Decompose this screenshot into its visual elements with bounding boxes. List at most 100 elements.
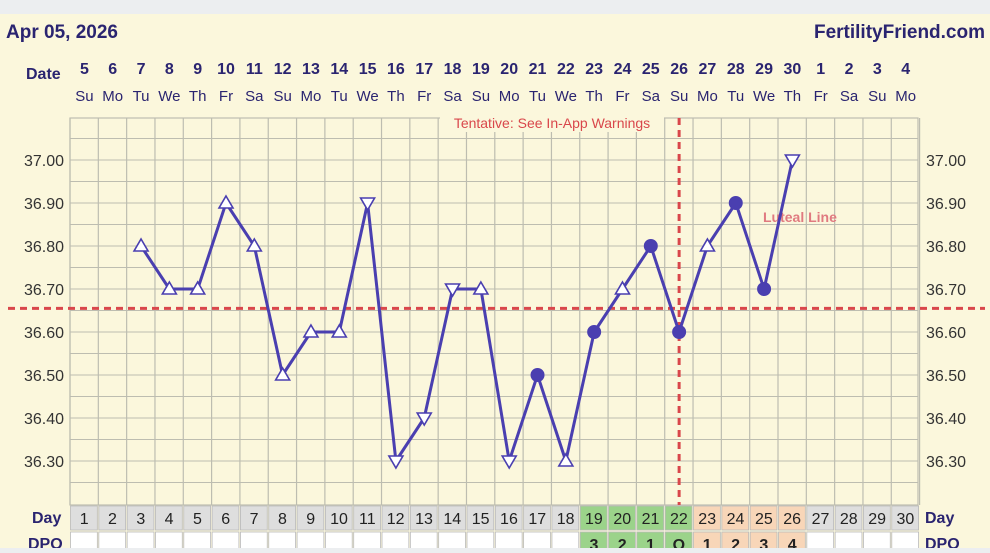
day-number: 8 [278,511,287,528]
day-number: 26 [783,511,801,528]
y-tick-label: 36.90 [24,196,64,213]
date-row: 5 6 7 8 9 10 11 12 13 14 15 16 17 18 19 20 21 22 23 24 25 26 2… [80,61,910,78]
dpo-row-label: DPO [28,536,63,548]
dpo-cell [183,531,211,553]
weekday-label: Fr [219,88,233,105]
weekday-label: Mo [102,88,123,105]
dpo-cell [70,531,98,553]
day-number: 19 [585,511,603,528]
weekday-label: Fr [417,88,431,105]
date-label: 29 [755,61,773,78]
y-tick-label: 36.30 [926,454,966,471]
temperature-point-triangle-up [302,323,320,338]
dpo-cell [891,531,920,553]
dpo-cell [494,531,523,553]
day-cell [70,505,98,531]
dpo-cell [353,531,381,553]
weekday-label: Mo [697,88,718,105]
dpo-cell [438,531,466,553]
date-label: 24 [614,61,632,78]
dpo-cell [381,531,410,553]
day-cell [324,505,353,531]
day-cell [749,505,778,531]
temperature-point-triangle-down [500,455,518,470]
date-label: 14 [330,61,348,78]
weekday-label: We [356,88,378,105]
day-number: 4 [165,511,174,528]
date-label: 11 [246,61,263,78]
weekday-label: Th [189,88,207,105]
dpo-value: 1 [703,537,712,548]
day-number: 29 [868,511,886,528]
dpo-cell [409,531,438,553]
temperature-point-triangle-up [274,366,292,381]
day-number: 14 [443,511,461,528]
y-tick-label: 36.30 [24,454,64,471]
day-number: 12 [387,511,405,528]
y-axis-left: 37.00 36.90 36.80 36.70 36.60 36.50 36.40 36.30 [24,153,64,471]
y-axis-right: 37.00 36.90 36.80 36.70 36.60 36.50 36.40 36.30 [926,153,966,471]
temperature-series-line [139,159,794,463]
day-number: 25 [755,511,773,528]
dpo-cell [834,531,863,553]
day-cell [523,505,551,531]
day-number: 23 [698,511,716,528]
day-number: 30 [897,511,915,528]
day-cell [863,505,891,531]
temperature-point-triangle-up [245,237,263,252]
temperature-point-triangle-down [415,412,433,427]
temperature-point-dot [530,368,545,382]
plot-grid [69,117,921,506]
weekday-label: Fr [814,88,828,105]
date-label: 6 [108,61,117,78]
temperature-point-triangle-down [359,197,376,212]
day-cell [494,505,523,531]
day-cell [693,505,721,531]
dpo-row-label-right: DPO [925,536,960,548]
weekday-label: Th [387,88,405,105]
day-row-label-right: Day [925,510,954,527]
y-tick-label: 36.40 [926,411,966,428]
y-tick-label: 36.40 [24,411,64,428]
day-cell [98,505,127,531]
dpo-cell [324,531,353,553]
y-tick-label: 36.80 [24,239,64,256]
dpo-cell [466,531,495,553]
date-row-label: Date [26,66,61,83]
weekday-label: Su [670,88,688,105]
weekday-label: Mo [895,88,916,105]
weekday-label: Th [784,88,802,105]
date-label: 18 [444,61,462,78]
dpo-value: 2 [731,537,740,548]
day-number: 7 [250,511,259,528]
y-tick-label: 37.00 [24,153,64,170]
date-label: 3 [873,61,882,78]
weekday-label: Mo [499,88,520,105]
day-number: 15 [472,511,490,528]
dpo-row: DPO DPO 3 2 1 O 1 2 3 4 [28,531,960,553]
weekday-label: Su [273,88,291,105]
day-number: 27 [812,511,830,528]
date-label: 26 [670,61,688,78]
date-label: 25 [642,61,660,78]
day-number: 5 [193,511,202,528]
date-label: 7 [137,61,146,78]
y-tick-label: 36.90 [926,196,966,213]
date-label: 23 [585,61,603,78]
day-cell [381,505,410,531]
dpo-cell [296,531,325,553]
temperature-point-triangle-up [160,280,178,295]
weekday-label: We [555,88,577,105]
temperature-markers [132,154,801,470]
date-label: 13 [302,61,320,78]
date-label: 8 [165,61,174,78]
dpo-value: O [673,537,685,548]
dpo-cell [155,531,183,553]
weekday-label: Th [585,88,603,105]
date-label: 10 [217,61,235,78]
coverline-label: Luteal Line [763,209,837,225]
dpo-value: 3 [759,537,768,548]
weekday-label: Fr [615,88,629,105]
